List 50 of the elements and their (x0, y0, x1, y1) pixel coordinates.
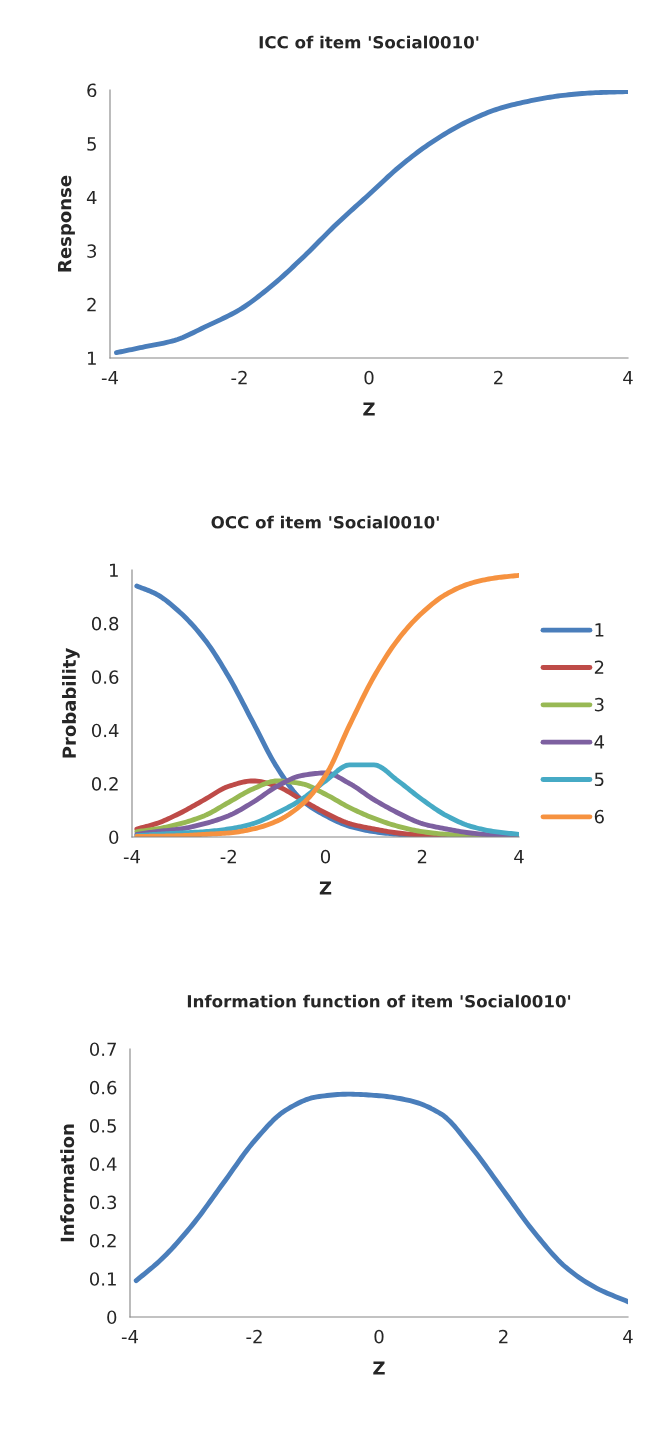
y-axis-title: Response (57, 175, 75, 272)
x-tick-label: -4 (121, 1330, 138, 1344)
x-tick-label: -2 (220, 849, 236, 864)
x-tick-label: 0 (320, 849, 331, 864)
y-tick-label: 0.4 (91, 723, 119, 738)
chart-title: OCC of item 'Social0010' (211, 515, 439, 529)
legend-label: 1 (595, 623, 604, 637)
y-tick-label: 1 (88, 351, 96, 365)
x-axis-title: Z (319, 881, 332, 895)
x-tick-label: 2 (499, 1329, 508, 1344)
y-tick-label: 0.1 (89, 1272, 116, 1286)
y-tick-label: 0.6 (89, 1080, 117, 1095)
y-tick-label: 0.5 (89, 1119, 116, 1133)
y-tick-label: 0.6 (91, 670, 119, 684)
chart-title: Information function of item 'Social0010' (187, 994, 571, 1008)
y-tick-label: 4 (86, 190, 97, 205)
x-axis-title: Z (363, 402, 375, 416)
y-tick-label: 1 (110, 563, 118, 577)
x-tick-label: 4 (514, 850, 524, 864)
x-tick-label: -2 (231, 370, 247, 385)
x-tick-label: -4 (101, 371, 118, 385)
legend-label: 4 (594, 735, 605, 749)
y-tick-label: 0.8 (91, 616, 119, 631)
y-tick-label: 5 (87, 137, 96, 151)
x-tick-label: -2 (246, 1329, 262, 1344)
x-tick-label: 4 (623, 371, 633, 385)
y-axis-title: Information (60, 1124, 75, 1242)
x-tick-label: 2 (417, 849, 427, 864)
x-tick-label: 0 (364, 370, 374, 385)
legend-label: 5 (594, 772, 604, 787)
y-tick-label: 0.3 (89, 1195, 117, 1210)
y-tick-label: 0.2 (91, 777, 118, 791)
legend-label: 6 (594, 809, 604, 824)
x-tick-label: 4 (623, 1330, 633, 1344)
y-tick-label: 2 (87, 297, 96, 312)
y-axis-title: Probability (62, 648, 80, 758)
y-tick-label: 6 (87, 83, 97, 98)
x-tick-label: 2 (494, 370, 503, 385)
y-tick-label: 0.7 (89, 1042, 116, 1057)
x-tick-label: -4 (123, 850, 140, 864)
x-tick-label: 0 (374, 1329, 384, 1344)
y-tick-label: 0 (107, 1310, 117, 1325)
y-tick-label: 0.2 (89, 1233, 116, 1248)
legend-label: 2 (594, 660, 604, 674)
y-tick-label: 3 (87, 244, 97, 258)
y-tick-label: 0 (109, 830, 119, 845)
legend-label: 3 (594, 697, 604, 712)
chart-title: ICC of item 'Social0010' (259, 35, 479, 49)
x-axis-title: Z (373, 1361, 385, 1375)
y-tick-label: 0.4 (89, 1157, 117, 1171)
